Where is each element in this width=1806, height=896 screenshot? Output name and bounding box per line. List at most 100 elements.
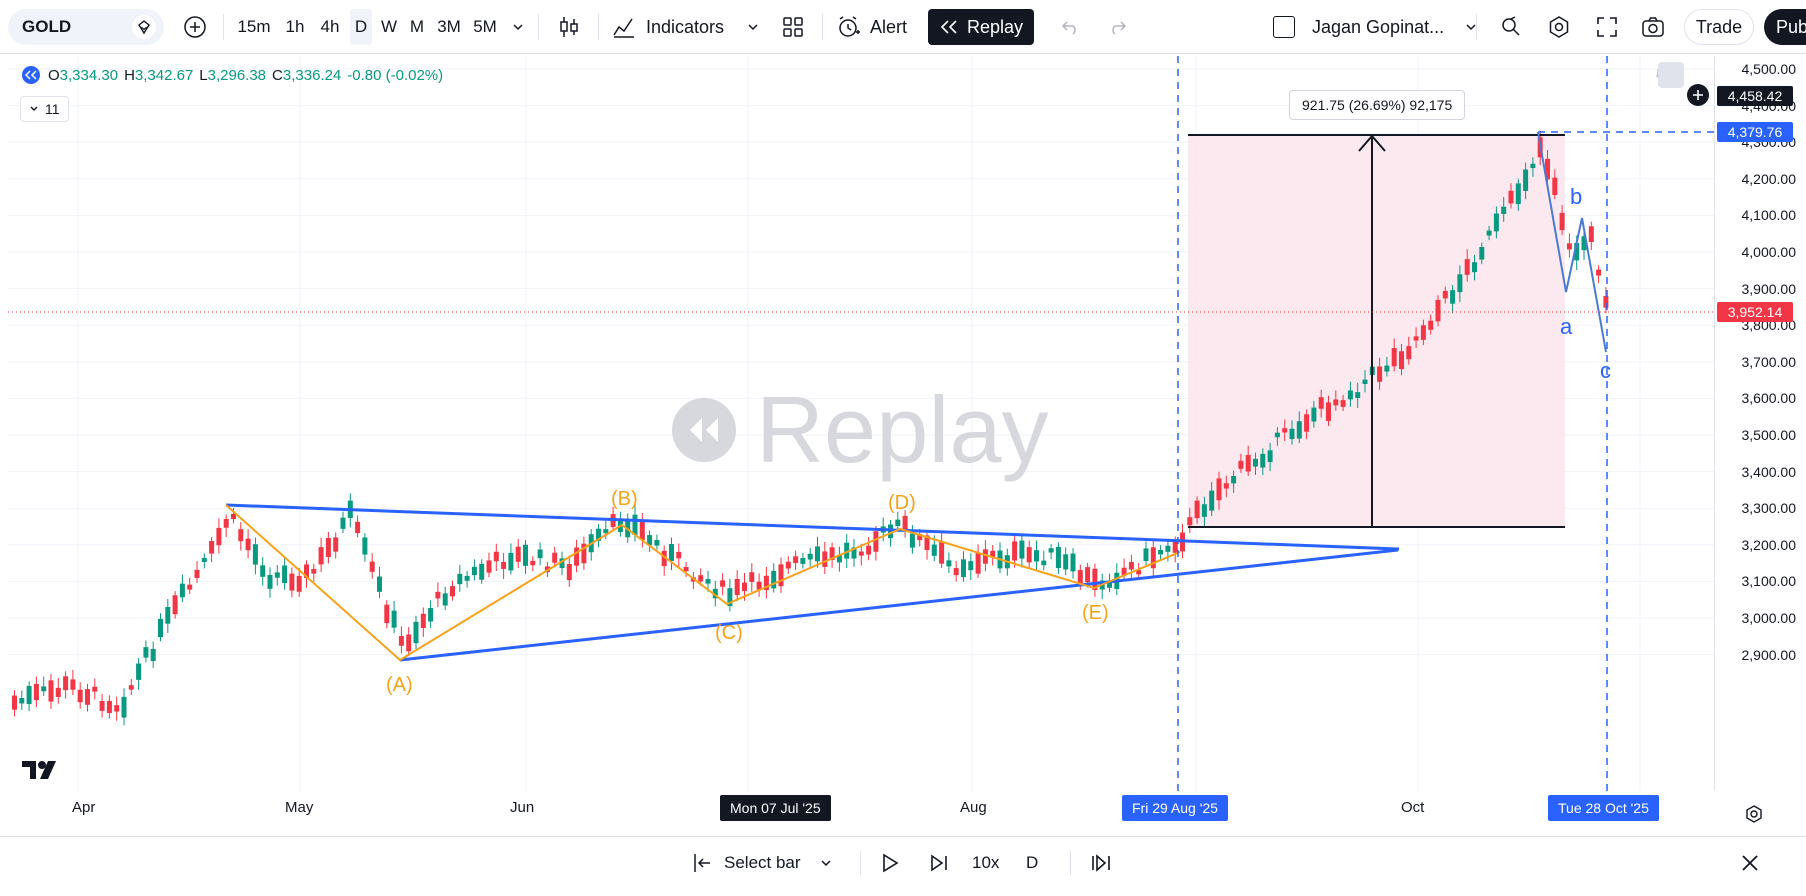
candle-body xyxy=(1150,547,1156,569)
candle-body xyxy=(187,584,193,590)
candle-body xyxy=(362,537,368,555)
cursor-date-tag: Mon 07 Jul '25 xyxy=(720,795,831,821)
speed-button[interactable]: 10x xyxy=(972,847,999,879)
templates-icon[interactable] xyxy=(776,9,810,45)
indicators-button[interactable]: Indicators xyxy=(612,9,772,45)
candle-body xyxy=(1158,549,1164,555)
timeframe-4h[interactable]: 4h xyxy=(320,17,340,36)
price-label: 4,100.00 xyxy=(1741,207,1797,224)
chevron-down-icon xyxy=(819,856,833,870)
candle-body xyxy=(1128,561,1134,570)
candle-body xyxy=(274,572,280,578)
open-value: 3,334.30 xyxy=(59,66,119,84)
candle-body xyxy=(55,687,61,697)
candle-body xyxy=(194,569,200,579)
candle-body xyxy=(172,595,178,615)
replay-button[interactable]: Replay xyxy=(928,9,1034,45)
candle-body xyxy=(1508,190,1514,204)
time-label-aug: Aug xyxy=(960,799,987,816)
candle-body xyxy=(1384,365,1390,372)
candle-body xyxy=(1012,541,1018,561)
timeframe-5m[interactable]: 5M xyxy=(473,17,497,36)
divider xyxy=(538,14,539,40)
timeframe-15m[interactable]: 15m xyxy=(237,17,271,36)
publish-button[interactable]: Pub xyxy=(1764,9,1806,45)
candle-body xyxy=(968,561,974,571)
timeframe-m[interactable]: M xyxy=(409,17,425,36)
undo-icon[interactable] xyxy=(1054,9,1088,45)
chart-area[interactable]: O 3,334.30 H 3,342.67 L 3,296.38 C 3,336.24 … xyxy=(8,56,1714,791)
add-alert-icon[interactable] xyxy=(1687,84,1709,106)
layout-checkbox[interactable] xyxy=(1270,9,1298,45)
add-symbol-icon[interactable] xyxy=(178,9,212,45)
speed-label: 10x xyxy=(972,853,1000,872)
candles-icon[interactable] xyxy=(552,9,586,45)
candle-body xyxy=(223,518,229,528)
timeframe-1h[interactable]: 1h xyxy=(285,17,305,36)
candle-body xyxy=(698,575,704,582)
candle-body xyxy=(705,579,711,584)
candle-body xyxy=(961,559,966,578)
candle-body xyxy=(325,538,331,557)
layout-name-button[interactable]: Jagan Gopinat... xyxy=(1312,9,1476,45)
candle-body xyxy=(1340,400,1346,407)
candle-body xyxy=(1472,262,1477,273)
candle-body xyxy=(1442,290,1448,299)
tradingview-logo[interactable] xyxy=(22,756,62,788)
candle-body xyxy=(1523,169,1529,191)
range-measure-area[interactable] xyxy=(1188,135,1565,527)
timeframe-3m[interactable]: 3M xyxy=(437,17,461,36)
triangle-lower-line[interactable] xyxy=(399,548,1399,662)
divider xyxy=(1476,14,1477,40)
timeframe-w[interactable]: W xyxy=(380,17,398,36)
collapse-arrow-icon[interactable] xyxy=(22,66,40,84)
trade-button[interactable]: Trade xyxy=(1684,9,1754,45)
diamond-icon[interactable] xyxy=(132,15,156,39)
lock-icon[interactable] xyxy=(1658,62,1684,88)
candle-body xyxy=(815,546,820,562)
candle-body xyxy=(822,551,828,567)
candle-body xyxy=(1289,428,1295,440)
measure-text: 921.75 (26.69%) 92,175 xyxy=(1302,97,1453,113)
wave-abc-line[interactable] xyxy=(1537,131,1607,353)
symbol-search[interactable]: GOLD xyxy=(8,9,164,45)
timeframe-d[interactable]: D xyxy=(350,9,372,45)
candle-body xyxy=(457,573,463,585)
close-icon[interactable] xyxy=(1740,847,1760,879)
candle-body xyxy=(311,568,317,574)
interval-button[interactable]: D xyxy=(1026,847,1038,879)
select-bar-button[interactable]: Select bar xyxy=(692,847,833,879)
candle-body xyxy=(304,564,309,578)
candle-body xyxy=(778,564,784,587)
chevron-down-icon[interactable] xyxy=(508,9,528,45)
candle-body xyxy=(537,549,543,559)
step-forward-icon[interactable] xyxy=(928,847,950,879)
fullscreen-icon[interactable] xyxy=(1590,9,1624,45)
redo-icon[interactable] xyxy=(1100,9,1134,45)
jump-to-realtime-icon[interactable] xyxy=(1090,847,1114,879)
price-label: 3,900.00 xyxy=(1741,280,1797,297)
chart-settings-icon[interactable] xyxy=(1744,804,1764,829)
indicators-toggle[interactable]: 11 xyxy=(20,96,69,122)
candle-body xyxy=(486,560,492,573)
wave-abcde-line[interactable] xyxy=(225,504,1181,662)
candle-body xyxy=(1326,402,1331,421)
indicator-count: 11 xyxy=(45,101,60,117)
time-axis[interactable]: Apr May Jun Aug Oct Mon 07 Jul '25 Fri 2… xyxy=(8,791,1714,827)
arrow-down-icon[interactable]: ↓ xyxy=(1654,64,1661,80)
triangle-upper-line[interactable] xyxy=(225,503,1400,551)
candle-body xyxy=(742,582,747,592)
layout-name: Jagan Gopinat... xyxy=(1312,16,1445,37)
divider xyxy=(822,14,823,40)
play-icon[interactable] xyxy=(880,847,900,879)
price-chart[interactable] xyxy=(8,56,1714,791)
quick-search-icon[interactable] xyxy=(1494,9,1528,45)
price-scale[interactable]: 4,500.004,400.004,300.004,200.004,100.00… xyxy=(1687,56,1806,791)
chevron-down-icon xyxy=(29,104,39,114)
camera-icon[interactable] xyxy=(1636,9,1670,45)
divider xyxy=(598,14,599,40)
alert-button[interactable]: Alert xyxy=(836,9,916,45)
candle-body xyxy=(201,557,207,562)
settings-icon[interactable] xyxy=(1542,9,1576,45)
candle-body xyxy=(1457,274,1463,293)
